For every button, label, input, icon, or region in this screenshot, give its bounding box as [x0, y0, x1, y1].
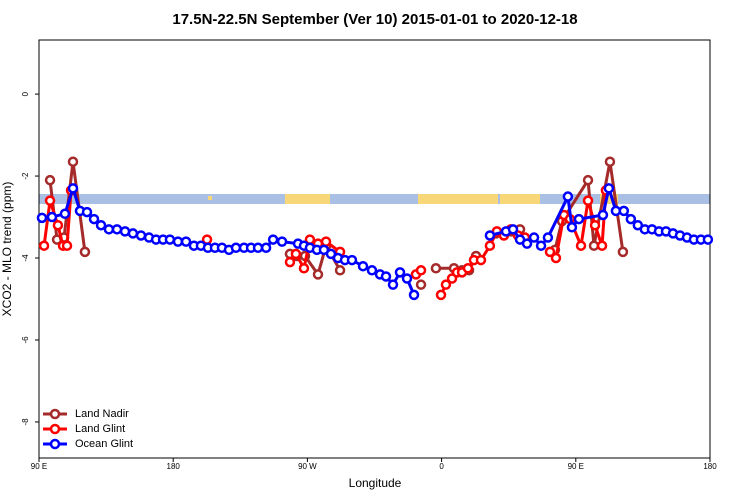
data-point [111, 224, 123, 235]
x-tick-label: 0 [439, 462, 444, 471]
data-point [135, 230, 147, 241]
data-point [702, 234, 714, 245]
data-point [589, 219, 601, 231]
data-point [44, 174, 56, 186]
data-point [401, 273, 413, 284]
data-point [260, 242, 272, 254]
y-tick-label: -6 [21, 336, 30, 344]
plot-frame [38, 39, 711, 459]
series-line [41, 182, 708, 296]
data-point [334, 265, 346, 276]
data-point [618, 205, 630, 217]
data-point [38, 240, 50, 251]
data-point [484, 230, 496, 241]
data-point [544, 246, 556, 258]
data-point [320, 236, 332, 247]
data-point [346, 254, 358, 266]
legend-marker [49, 423, 61, 435]
legend-marker [49, 408, 61, 420]
data-point [44, 195, 56, 206]
data-point [127, 228, 139, 239]
y-tick-label: -4 [21, 254, 30, 262]
data-point [550, 252, 562, 264]
data-point [267, 234, 279, 245]
data-point [103, 224, 115, 235]
data-point [588, 240, 600, 251]
data-point [284, 256, 296, 268]
data-point [604, 156, 616, 167]
data-point [475, 254, 487, 266]
x-tick-label: 180 [167, 462, 181, 471]
data-point [575, 240, 587, 251]
data-point [582, 195, 594, 206]
x-tick-label: 90 E [568, 462, 584, 471]
x-tick-label: 90 W [298, 462, 317, 471]
data-point [440, 279, 452, 290]
data-point [67, 156, 79, 167]
data-point [542, 232, 554, 243]
map-strip [39, 194, 710, 204]
data-point [387, 279, 399, 290]
x-tick-label: 90 E [31, 462, 47, 471]
data-point [357, 260, 369, 272]
y-tick-label: 0 [21, 91, 30, 96]
data-point [528, 232, 540, 243]
chart-title: 17.5N-22.5N September (Ver 10) 2015-01-0… [172, 11, 577, 28]
x-tick-label: 180 [703, 462, 717, 471]
data-point [603, 183, 615, 194]
data-point [435, 289, 447, 301]
data-point [79, 246, 91, 258]
legend-label: Ocean Glint [75, 438, 133, 450]
data-point [366, 265, 378, 276]
data-point [36, 212, 48, 224]
legend-label: Land Nadir [75, 408, 129, 420]
data-point [67, 183, 79, 194]
data-point [252, 242, 264, 254]
data-point [394, 267, 406, 278]
data-point [88, 213, 100, 225]
data-point [430, 263, 442, 274]
data-point [172, 236, 184, 247]
data-point [290, 248, 302, 260]
data-point [95, 219, 107, 231]
data-point [462, 263, 474, 274]
data-point [484, 240, 496, 251]
data-point [415, 279, 427, 290]
data-point [298, 263, 310, 274]
y-tick-label: -8 [21, 418, 30, 426]
data-point [46, 211, 58, 223]
y-axis-label: XCO2 - MLO trend (ppm) [0, 182, 14, 317]
data-point [276, 236, 288, 247]
data-point [507, 224, 519, 235]
legend-label: Land Glint [75, 423, 125, 435]
data-point [617, 246, 629, 258]
data-point [566, 222, 578, 233]
data-point [597, 209, 609, 221]
legend-marker [49, 438, 61, 450]
data-point [415, 265, 427, 276]
data-point [596, 240, 608, 251]
y-tick-label: -2 [21, 172, 30, 180]
data-point [52, 219, 64, 231]
x-axis-label: Longitude [349, 476, 402, 490]
data-point [164, 234, 176, 245]
data-point [562, 191, 574, 202]
data-point [521, 238, 533, 249]
data-point [535, 240, 547, 251]
data-point [180, 236, 192, 247]
data-point [625, 213, 637, 225]
data-point [230, 242, 242, 254]
data-point [81, 206, 93, 218]
data-point [582, 174, 594, 186]
data-point [573, 213, 585, 225]
data-point [380, 271, 392, 282]
data-point [61, 240, 73, 251]
data-point [59, 208, 71, 220]
data-point [312, 269, 324, 280]
data-point [408, 289, 420, 301]
